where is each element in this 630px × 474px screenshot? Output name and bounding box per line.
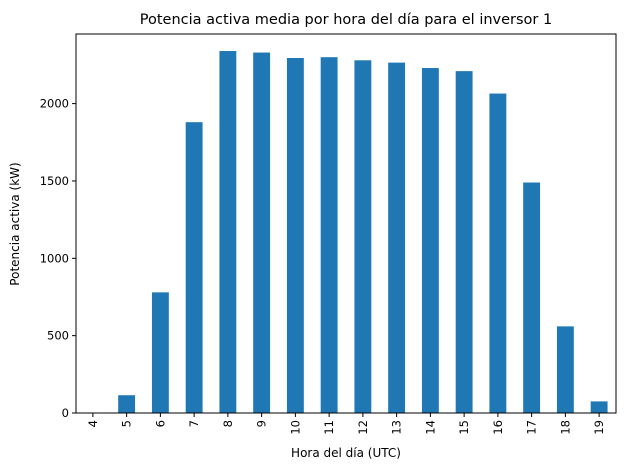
bar-7 xyxy=(185,122,203,414)
x-tick-label-5: 5 xyxy=(120,420,134,427)
y-tick-label-0: 0 xyxy=(62,406,69,420)
x-tick-label-7: 7 xyxy=(187,420,201,427)
bar-11 xyxy=(320,57,338,413)
bar-15 xyxy=(455,71,473,413)
bar-19 xyxy=(590,401,608,413)
x-tick-label-8: 8 xyxy=(221,420,235,427)
bar-9 xyxy=(253,52,271,414)
x-tick-label-9: 9 xyxy=(255,420,269,427)
x-axis-label: Hora del día (UTC) xyxy=(291,446,401,460)
x-tick-label-14: 14 xyxy=(423,420,437,435)
bar-16 xyxy=(489,93,507,413)
y-tick-label-500: 500 xyxy=(47,329,69,343)
bar-6 xyxy=(151,292,169,413)
bar-8 xyxy=(219,51,237,414)
y-axis-label: Potencia activa (kW) xyxy=(8,162,22,285)
plot-frame xyxy=(75,33,617,414)
chart-title: Potencia activa media por hora del día p… xyxy=(140,12,552,28)
x-tick-label-13: 13 xyxy=(390,420,404,435)
plot-area: 0 500 1000 1500 2000 4 5 6 7 8 9 10 11 12 13 14 15 16 17 18… xyxy=(40,33,617,435)
x-tick-label-6: 6 xyxy=(153,420,167,427)
bar-17 xyxy=(523,182,541,413)
bar-5 xyxy=(118,395,136,413)
bar-14 xyxy=(421,68,439,413)
x-tick-label-18: 18 xyxy=(558,420,572,435)
x-tick-label-16: 16 xyxy=(491,420,505,435)
bar-12 xyxy=(354,60,372,414)
x-tick-label-19: 19 xyxy=(592,420,606,435)
bar-18 xyxy=(556,326,574,413)
y-tick-label-1000: 1000 xyxy=(40,251,69,265)
x-tick-label-10: 10 xyxy=(288,420,302,435)
y-tick-label-2000: 2000 xyxy=(40,97,69,111)
bar-10 xyxy=(286,57,304,413)
x-tick-label-17: 17 xyxy=(525,420,539,435)
x-tick-label-4: 4 xyxy=(86,420,100,427)
x-tick-label-15: 15 xyxy=(457,420,471,435)
x-tick-label-12: 12 xyxy=(356,420,370,435)
y-tick-label-1500: 1500 xyxy=(40,174,69,188)
x-tick-label-11: 11 xyxy=(322,420,336,435)
bar-13 xyxy=(388,62,406,414)
